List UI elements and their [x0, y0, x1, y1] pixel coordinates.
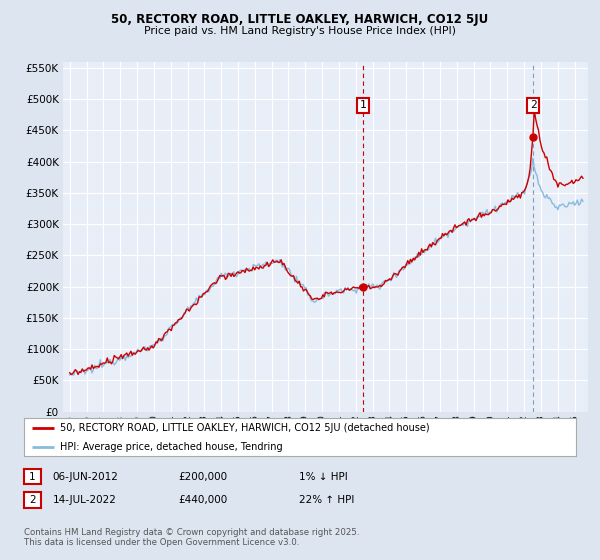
Text: £200,000: £200,000 — [179, 472, 228, 482]
Text: 06-JUN-2012: 06-JUN-2012 — [53, 472, 119, 482]
Text: Contains HM Land Registry data © Crown copyright and database right 2025.
This d: Contains HM Land Registry data © Crown c… — [24, 528, 359, 547]
Text: 50, RECTORY ROAD, LITTLE OAKLEY, HARWICH, CO12 5JU: 50, RECTORY ROAD, LITTLE OAKLEY, HARWICH… — [112, 13, 488, 26]
Text: £440,000: £440,000 — [179, 495, 228, 505]
Text: Price paid vs. HM Land Registry's House Price Index (HPI): Price paid vs. HM Land Registry's House … — [144, 26, 456, 36]
Text: 50, RECTORY ROAD, LITTLE OAKLEY, HARWICH, CO12 5JU (detached house): 50, RECTORY ROAD, LITTLE OAKLEY, HARWICH… — [60, 423, 430, 433]
Text: 2: 2 — [530, 100, 536, 110]
Text: 22% ↑ HPI: 22% ↑ HPI — [299, 495, 354, 505]
Text: 1: 1 — [29, 472, 36, 482]
Text: HPI: Average price, detached house, Tendring: HPI: Average price, detached house, Tend… — [60, 442, 283, 452]
Text: 1% ↓ HPI: 1% ↓ HPI — [299, 472, 347, 482]
Text: 2: 2 — [29, 495, 36, 505]
Text: 1: 1 — [360, 100, 367, 110]
Text: 14-JUL-2022: 14-JUL-2022 — [53, 495, 116, 505]
